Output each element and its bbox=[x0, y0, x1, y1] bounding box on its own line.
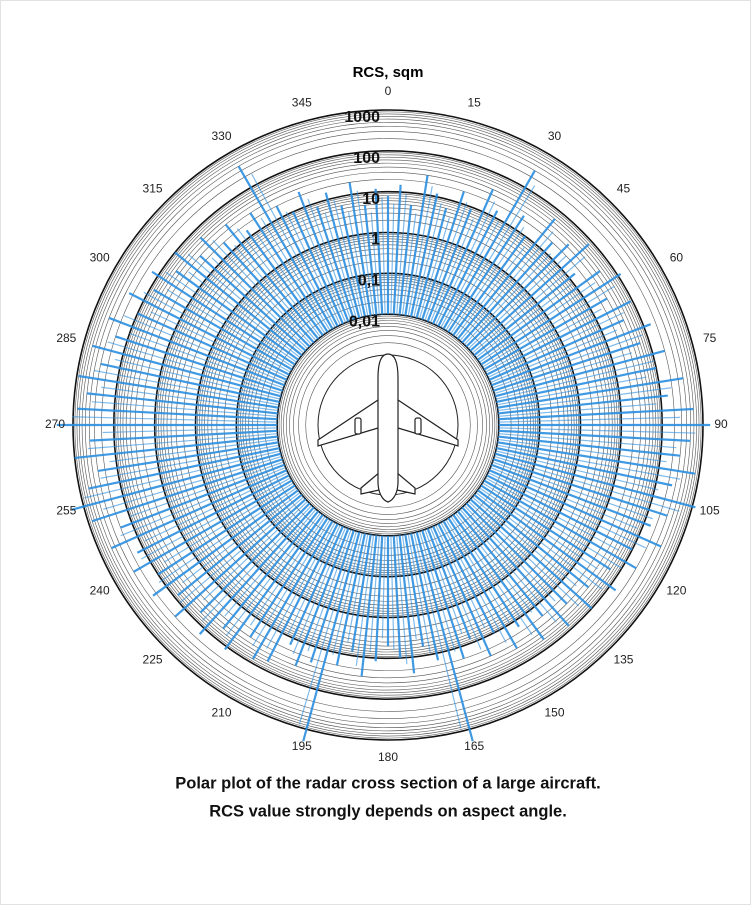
angle-tick-label: 195 bbox=[292, 739, 312, 753]
angle-tick-label: 345 bbox=[292, 96, 312, 110]
angle-tick-label: 330 bbox=[211, 129, 231, 143]
angle-tick-label: 30 bbox=[548, 129, 562, 143]
angle-tick-label: 210 bbox=[211, 706, 231, 720]
angle-tick-label: 270 bbox=[45, 417, 65, 431]
angle-tick-label: 60 bbox=[670, 251, 684, 265]
chart: RCS, sqm Polar plot of the radar cross s… bbox=[0, 0, 751, 905]
caption-line: RCS value strongly depends on aspect ang… bbox=[209, 802, 567, 820]
angle-tick-label: 315 bbox=[143, 182, 163, 196]
chart-title: RCS, sqm bbox=[353, 64, 424, 81]
angle-tick-label: 0 bbox=[385, 84, 392, 98]
angle-tick-label: 150 bbox=[544, 706, 564, 720]
radial-tick-label: 1000 bbox=[344, 109, 380, 126]
radial-tick-label: 10 bbox=[362, 191, 380, 208]
angle-tick-label: 255 bbox=[56, 503, 76, 517]
radial-tick-label: 0,1 bbox=[358, 273, 380, 290]
angle-tick-label: 105 bbox=[700, 503, 720, 517]
angle-tick-label: 180 bbox=[378, 750, 398, 764]
angle-tick-label: 225 bbox=[143, 653, 163, 667]
angle-tick-label: 90 bbox=[714, 417, 728, 431]
angle-tick-label: 15 bbox=[468, 96, 482, 110]
angle-tick-label: 165 bbox=[464, 739, 484, 753]
radial-tick-label: 1 bbox=[371, 232, 380, 249]
angle-tick-label: 135 bbox=[613, 653, 633, 667]
angle-tick-label: 285 bbox=[56, 331, 76, 345]
angle-tick-label: 300 bbox=[90, 251, 110, 265]
caption-line: Polar plot of the radar cross section of… bbox=[175, 774, 600, 792]
radial-tick-label: 0,01 bbox=[349, 313, 380, 330]
radial-tick-label: 100 bbox=[353, 150, 380, 167]
angle-tick-label: 45 bbox=[617, 182, 631, 196]
angle-tick-label: 120 bbox=[666, 584, 686, 598]
angle-tick-label: 240 bbox=[90, 584, 110, 598]
angle-tick-label: 75 bbox=[703, 331, 717, 345]
